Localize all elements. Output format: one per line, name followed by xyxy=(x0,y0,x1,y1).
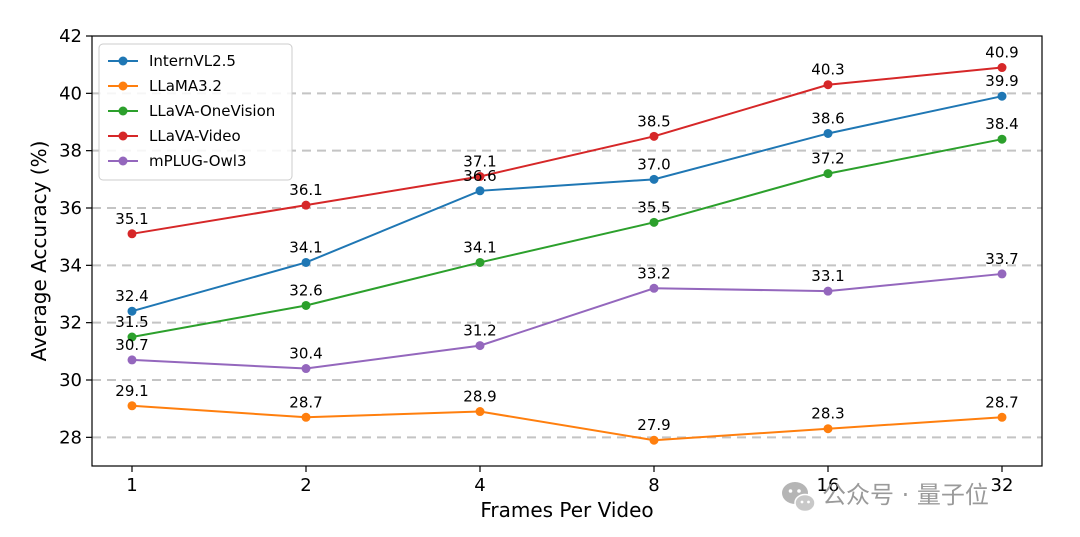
legend-label: InternVL2.5 xyxy=(149,52,236,70)
data-label: 37.2 xyxy=(811,150,844,168)
data-label: 34.1 xyxy=(463,238,496,256)
y-axis-title: Average Accuracy (%) xyxy=(27,141,51,362)
y-tick-label: 38 xyxy=(59,141,82,162)
x-tick-label: 16 xyxy=(817,475,840,496)
legend-label: mPLUG-Owl3 xyxy=(149,152,247,170)
data-point xyxy=(475,407,485,417)
legend-marker xyxy=(118,131,128,141)
plot-frame xyxy=(91,35,1043,467)
data-point xyxy=(649,174,659,184)
data-label: 39.9 xyxy=(985,72,1018,90)
data-label: 38.5 xyxy=(637,112,670,130)
data-label: 40.9 xyxy=(985,44,1018,62)
data-label: 31.2 xyxy=(463,322,496,340)
watermark: 公众号 · 量子位 xyxy=(782,481,989,513)
data-point xyxy=(301,364,311,374)
data-point xyxy=(649,217,659,227)
data-label: 28.7 xyxy=(985,393,1018,411)
series-line xyxy=(131,95,1003,313)
data-label: 35.5 xyxy=(637,198,670,216)
data-point xyxy=(301,200,311,210)
data-label: 28.7 xyxy=(289,393,322,411)
data-point xyxy=(475,341,485,351)
data-label: 34.1 xyxy=(289,238,322,256)
data-label: 40.3 xyxy=(811,61,844,79)
data-point xyxy=(475,186,485,196)
series-line xyxy=(131,138,1003,338)
data-label: 33.7 xyxy=(985,250,1018,268)
x-tick-label: 1 xyxy=(126,475,137,496)
data-label: 36.6 xyxy=(463,167,496,185)
data-point xyxy=(997,63,1007,73)
data-point xyxy=(649,283,659,293)
data-point xyxy=(997,91,1007,101)
data-point xyxy=(823,128,833,138)
data-point xyxy=(997,269,1007,279)
data-point xyxy=(475,257,485,267)
y-tick-label: 40 xyxy=(59,83,82,104)
x-tick-label: 4 xyxy=(474,475,485,496)
x-axis-title: Frames Per Video xyxy=(480,498,653,522)
y-tick-label: 34 xyxy=(59,255,82,276)
legend-marker xyxy=(118,156,128,166)
data-label: 38.6 xyxy=(811,109,844,127)
data-label: 28.3 xyxy=(811,405,844,423)
data-label: 33.1 xyxy=(811,267,844,285)
data-point xyxy=(997,134,1007,144)
data-point xyxy=(301,257,311,267)
legend-label: LLaVA-Video xyxy=(149,127,241,145)
data-point xyxy=(127,306,137,316)
data-point xyxy=(475,171,485,181)
data-label: 32.4 xyxy=(115,287,148,305)
data-point xyxy=(823,169,833,179)
legend-marker xyxy=(118,81,128,91)
data-label: 28.9 xyxy=(463,388,496,406)
data-label: 27.9 xyxy=(637,416,670,434)
legend-marker xyxy=(118,106,128,116)
x-tick-label: 32 xyxy=(991,475,1014,496)
data-point xyxy=(301,300,311,310)
series-line xyxy=(131,66,1003,235)
y-tick-label: 30 xyxy=(59,370,82,391)
data-label: 29.1 xyxy=(115,382,148,400)
data-point xyxy=(127,401,137,411)
data-point xyxy=(997,412,1007,422)
legend-label: LLaMA3.2 xyxy=(149,77,222,95)
data-label: 36.1 xyxy=(289,181,322,199)
y-tick-label: 36 xyxy=(59,198,82,219)
data-label: 33.2 xyxy=(637,264,670,282)
data-point xyxy=(649,435,659,445)
data-label: 37.0 xyxy=(637,155,670,173)
data-point xyxy=(127,229,137,239)
series-line xyxy=(131,404,1003,442)
legend-marker xyxy=(118,56,128,66)
data-label: 30.4 xyxy=(289,345,322,363)
wechat-icon xyxy=(782,482,816,513)
data-point xyxy=(127,332,137,342)
legend-box xyxy=(98,43,293,181)
watermark-text: 公众号 · 量子位 xyxy=(822,481,989,509)
data-label: 32.6 xyxy=(289,281,322,299)
x-tick-label: 2 xyxy=(300,475,311,496)
x-tick-label: 8 xyxy=(648,475,659,496)
data-label: 38.4 xyxy=(985,115,1018,133)
data-point xyxy=(823,424,833,434)
data-point xyxy=(301,412,311,422)
data-point xyxy=(823,80,833,90)
y-tick-label: 32 xyxy=(59,313,82,334)
data-label: 30.7 xyxy=(115,336,148,354)
data-label: 37.1 xyxy=(463,152,496,170)
data-label: 35.1 xyxy=(115,210,148,228)
series-line xyxy=(131,272,1003,370)
data-point xyxy=(127,355,137,365)
legend-label: LLaVA-OneVision xyxy=(149,102,275,120)
y-tick-label: 28 xyxy=(59,427,82,448)
data-point xyxy=(649,131,659,141)
y-tick-label: 42 xyxy=(59,26,82,47)
data-point xyxy=(823,286,833,296)
data-label: 31.5 xyxy=(115,313,148,331)
